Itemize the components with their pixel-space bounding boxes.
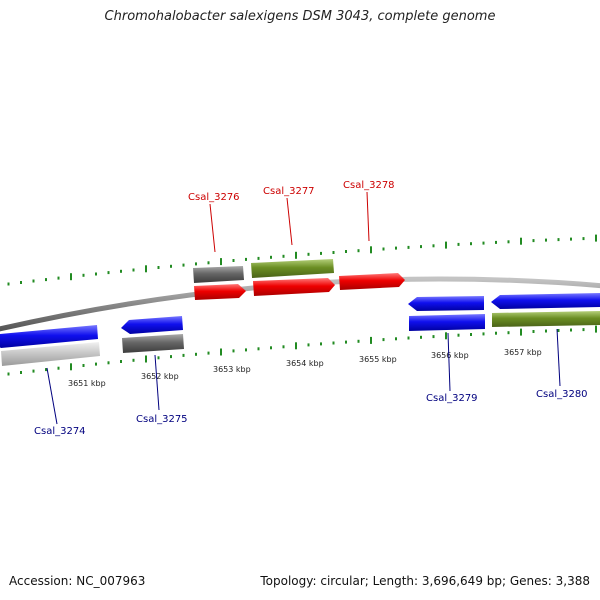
scale-label-3657: 3657 kbp bbox=[504, 348, 542, 357]
scale-label-3654: 3654 kbp bbox=[286, 359, 324, 368]
topology-text: Topology: circular; Length: 3,696,649 bp… bbox=[260, 574, 590, 588]
gene-arrow-olive-reverse[interactable] bbox=[492, 311, 600, 327]
scale-label-3652: 3652 kbp bbox=[141, 372, 179, 381]
forward-tick-track bbox=[7, 234, 597, 286]
gene-arrow-blue-4[interactable] bbox=[409, 314, 485, 331]
gene-label-group-3276: Csal_3276 bbox=[188, 192, 240, 253]
gene-label-csal-3278[interactable]: Csal_3278 bbox=[343, 180, 395, 191]
gene-label-group-3279: Csal_3279 bbox=[426, 332, 478, 404]
gene-arrow-blue-2[interactable] bbox=[121, 316, 183, 334]
gene-label-csal-3274[interactable]: Csal_3274 bbox=[34, 426, 86, 437]
scale-label-3653: 3653 kbp bbox=[213, 365, 251, 374]
reverse-tick-track bbox=[7, 325, 597, 376]
gene-label-group-3280: Csal_3280 bbox=[536, 328, 588, 400]
gene-label-csal-3275[interactable]: Csal_3275 bbox=[136, 414, 188, 425]
accession-text: Accession: NC_007963 bbox=[9, 574, 146, 588]
gene-arrow-blue-3[interactable] bbox=[408, 296, 484, 311]
gene-arrow-blue-5[interactable] bbox=[491, 293, 600, 309]
gene-arrow-red-3[interactable] bbox=[339, 273, 405, 290]
gene-arrow-lightgray[interactable] bbox=[1, 342, 100, 366]
gene-label-csal-3277[interactable]: Csal_3277 bbox=[263, 186, 315, 197]
gene-arrow-olive-forward[interactable] bbox=[251, 259, 334, 278]
scale-label-3656: 3656 kbp bbox=[431, 351, 469, 360]
gene-arrow-red-1[interactable] bbox=[194, 284, 246, 300]
gene-label-csal-3280[interactable]: Csal_3280 bbox=[536, 389, 588, 400]
gene-arrow-darkgray[interactable] bbox=[122, 334, 184, 353]
gene-label-group-3278: Csal_3278 bbox=[343, 180, 395, 242]
gene-arrow-gray-forward[interactable] bbox=[193, 266, 244, 283]
gene-label-group-3275: Csal_3275 bbox=[136, 354, 188, 425]
scale-label-3655: 3655 kbp bbox=[359, 355, 397, 364]
gene-arrow-blue-1[interactable] bbox=[0, 325, 98, 348]
gene-label-csal-3279[interactable]: Csal_3279 bbox=[426, 393, 478, 404]
scale-label-3651: 3651 kbp bbox=[68, 379, 106, 388]
gene-label-group-3277: Csal_3277 bbox=[263, 186, 315, 246]
gene-arrow-red-2[interactable] bbox=[253, 278, 335, 296]
map-title: Chromohalobacter salexigens DSM 3043, co… bbox=[104, 9, 496, 24]
gene-label-group-3274: Csal_3274 bbox=[34, 367, 86, 437]
gene-label-csal-3276[interactable]: Csal_3276 bbox=[188, 192, 240, 203]
